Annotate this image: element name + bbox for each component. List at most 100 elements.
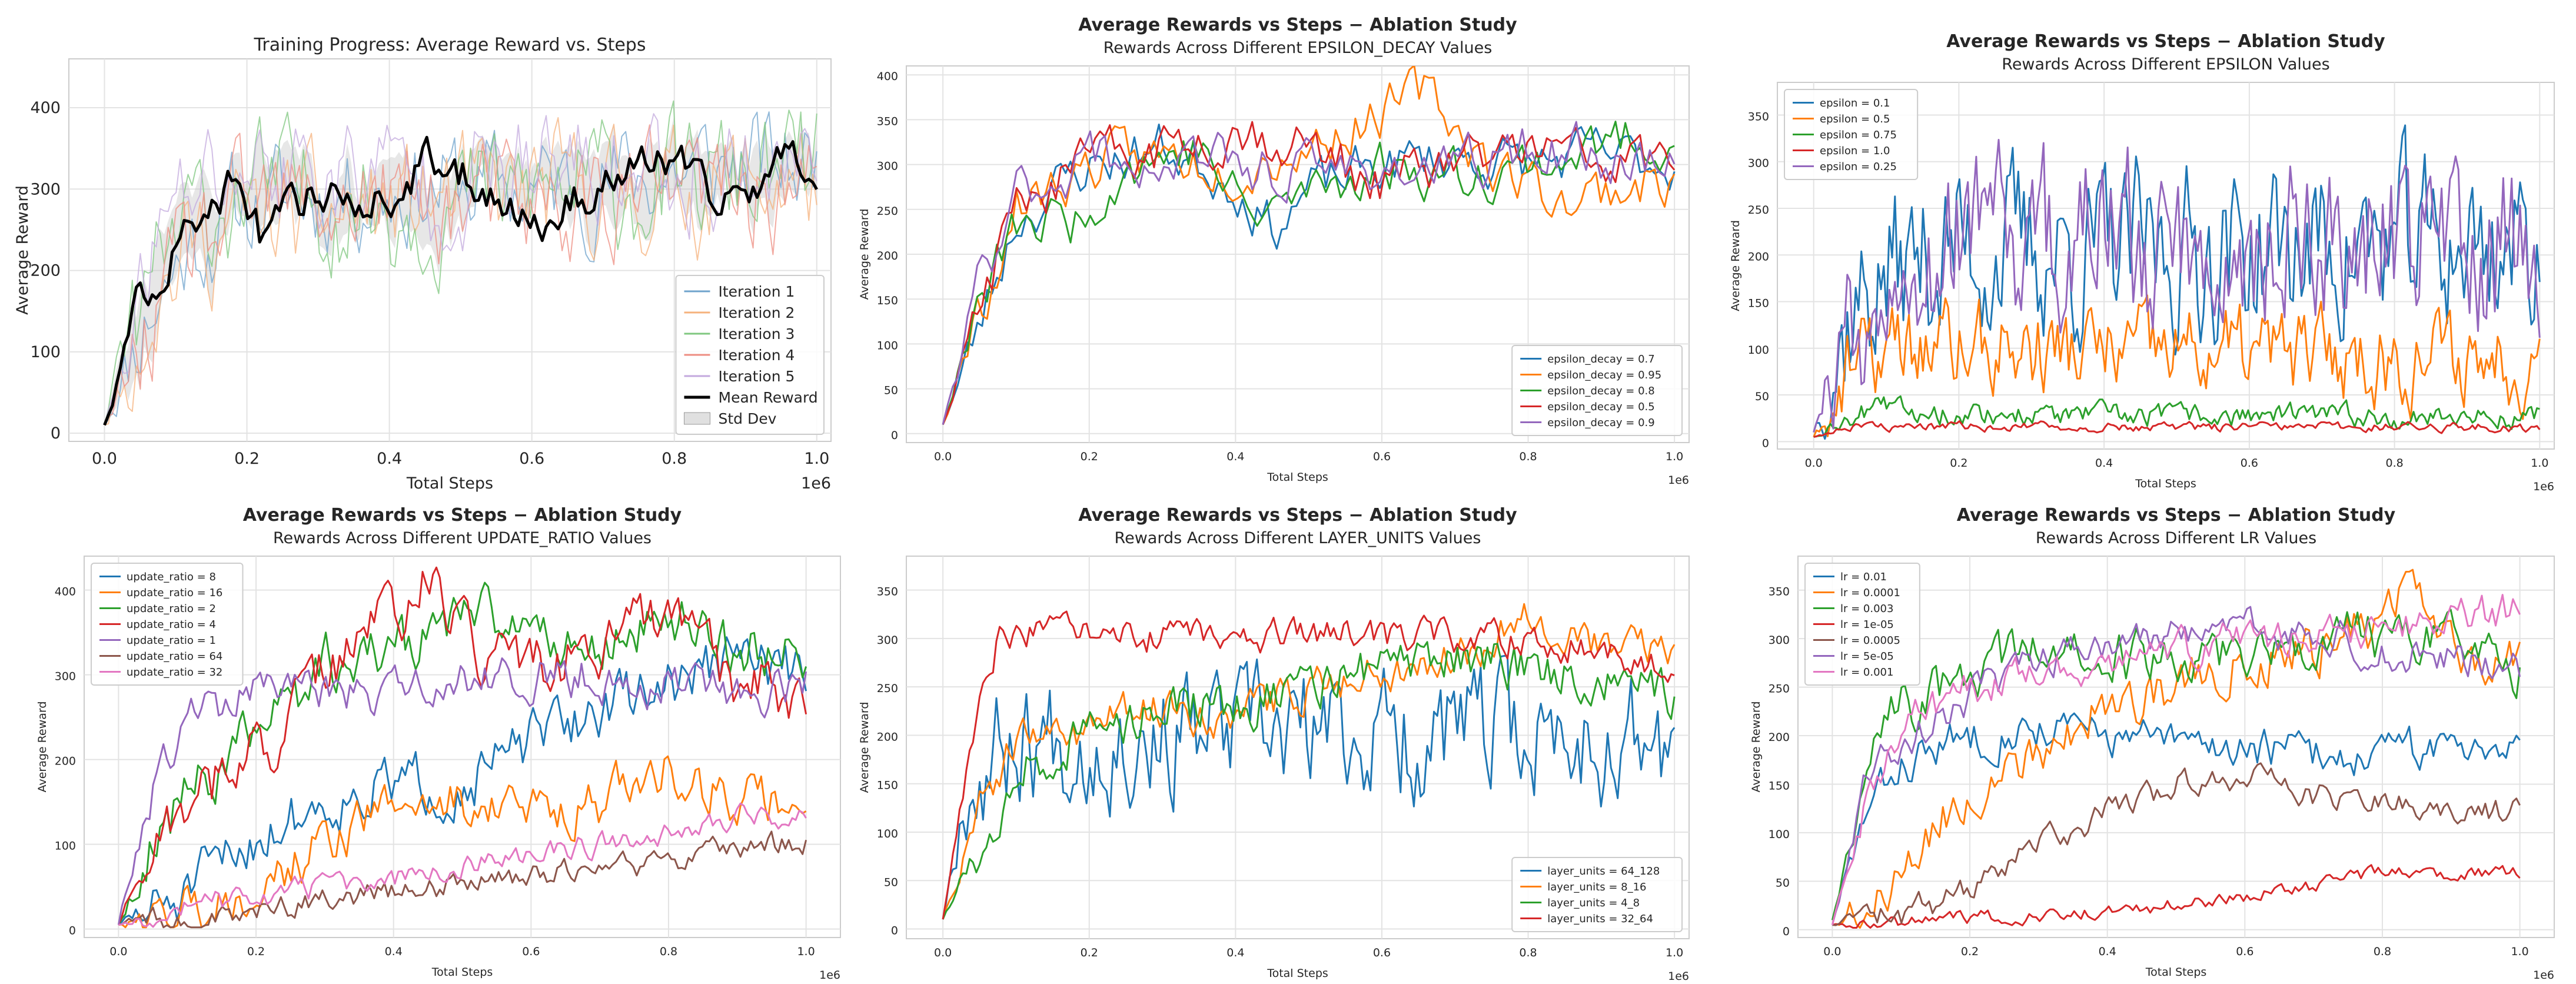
legend-box (1784, 89, 1919, 180)
y-tick-label: 0 (1783, 925, 1790, 938)
y-tick-label: 0 (69, 925, 76, 938)
x-tick-label: 0.2 (1950, 457, 1967, 470)
series-line-epsilon-0-25 (1813, 139, 2541, 433)
series-line-update-ratio-32 (118, 802, 807, 928)
y-tick-label: 250 (1769, 683, 1790, 696)
legend-entry: Iteration 5 (684, 368, 795, 385)
legend-label: update_ratio = 2 (127, 603, 216, 615)
legend-entry: update_ratio = 4 (99, 619, 216, 631)
chart-title: Average Rewards vs Steps − Ablation Stud… (243, 505, 682, 526)
legend-label: epsilon = 0.1 (1820, 97, 1890, 109)
series-line-iteration-3 (104, 100, 817, 425)
legend-swatch (684, 412, 710, 425)
legend-entry: lr = 5e-05 (1813, 650, 1894, 663)
series-line-lr-5e-05 (1831, 606, 2521, 925)
y-tick-label: 300 (1748, 157, 1769, 170)
chart-panel-6: 0 50 100 150 200 250 300 350 0.0 0.2 0.4 0.6 0.8 1.0 T… (1750, 505, 2555, 982)
series-line-update-ratio-64 (118, 830, 807, 929)
legend-label: update_ratio = 64 (127, 650, 222, 663)
series-group (117, 566, 807, 929)
x-tick-label: 0.6 (1373, 946, 1391, 959)
legend-label: epsilon_decay = 0.8 (1547, 385, 1655, 397)
x-tick-label: 0.8 (1519, 946, 1537, 959)
series-line-epsilon-decay-0-9 (942, 121, 1676, 425)
x-tick-label: 0.4 (1226, 450, 1244, 463)
legend: layer_units = 64_128 layer_units = 8_16la… (1511, 857, 1683, 932)
y-tick-label: 200 (1769, 731, 1790, 744)
legend-label: Iteration 4 (719, 347, 795, 364)
y-tick-label: 200 (877, 730, 898, 743)
legend-label: update_ratio = 32 (127, 666, 222, 679)
series-line-epsilon-1-0 (1813, 420, 2541, 438)
x-offset-label: 1e6 (2533, 480, 2554, 493)
x-tick-label: 0.0 (92, 450, 117, 468)
x-tick-label: 0.4 (377, 450, 402, 468)
legend-label: lr = 5e-05 (1840, 650, 1894, 663)
y-tick-label: 200 (30, 262, 61, 280)
legend-entry: layer_units = 8_16 (1520, 881, 1646, 893)
series-line-layer-units-64-128 (942, 654, 1676, 920)
y-tick-label: 0 (891, 925, 898, 938)
chart-panel-3: 0 50 100 150 200 250 300 350 0.0 0.2 0.4 0.6 0.8 1.0 T… (1729, 31, 2555, 493)
chart-title: Average Rewards vs Steps − Ablation Stud… (1957, 505, 2396, 526)
y-axis-label: Average Reward (36, 702, 49, 793)
y-tick-label: 300 (30, 180, 61, 198)
y-tick-label: 300 (55, 670, 76, 683)
x-axis-label: Total Steps (2145, 966, 2207, 979)
legend-entry: Std Dev (684, 410, 777, 427)
x-tick-label: 1.0 (1666, 450, 1683, 463)
chart-title: Average Rewards vs Steps − Ablation Stud… (1946, 31, 2385, 52)
x-tick-label: 0.6 (519, 450, 544, 468)
x-tick-label: 0.4 (1226, 946, 1244, 959)
legend-entry: Iteration 1 (684, 283, 795, 300)
y-tick-label: 100 (877, 339, 898, 352)
x-tick-label: 0.6 (1373, 450, 1391, 463)
legend-entry: layer_units = 4_8 (1520, 897, 1640, 909)
y-tick-label: 250 (1748, 204, 1769, 217)
y-tick-label: 200 (1748, 250, 1769, 263)
series-line-iteration-5 (104, 113, 817, 425)
legend-entry: lr = 0.001 (1813, 666, 1893, 679)
legend-label: layer_units = 8_16 (1547, 881, 1646, 893)
legend-entry: Mean Reward (684, 389, 818, 406)
legend-label: lr = 0.003 (1840, 603, 1893, 615)
legend: epsilon_decay = 0.7 epsilon_decay = 0.95 e… (1511, 345, 1683, 436)
x-offset-label: 1e6 (1668, 474, 1689, 487)
y-tick-label: 250 (877, 205, 898, 218)
legend-label: epsilon_decay = 0.5 (1547, 401, 1655, 413)
y-tick-label: 350 (1769, 586, 1790, 599)
chart-panel-4: 0 100 200 300 400 0.0 0.2 0.4 0.6 0.8 1.0 Total Ste… (36, 505, 841, 982)
chart-title: Average Rewards vs Steps − Ablation Stud… (1078, 505, 1517, 526)
y-tick-label: 0 (891, 429, 898, 442)
x-tick-label: 0.2 (1081, 946, 1098, 959)
legend: epsilon = 0.1 epsilon = 0.5 epsilon = 0.75… (1784, 89, 1919, 180)
legend: lr = 0.01 lr = 0.0001 lr = 0.003 lr = 1e-05… (1804, 563, 1920, 686)
legend-entry: lr = 1e-05 (1813, 619, 1894, 631)
legend-entry: Iteration 2 (684, 304, 795, 321)
y-tick-label: 100 (30, 343, 61, 361)
x-tick-label: 0.6 (522, 945, 540, 958)
y-axis-label: Average Reward (858, 702, 871, 793)
chart-panel-5: 0 50 100 150 200 250 300 350 0.0 0.2 0.4 0.6 0.8 1.0 T… (858, 505, 1690, 983)
series-line-layer-units-32-64 (942, 610, 1675, 920)
series-group (1831, 569, 2521, 929)
x-offset-label: 1e6 (2533, 969, 2554, 982)
legend-entry: Iteration 3 (684, 325, 795, 343)
legend-entry: epsilon_decay = 0.8 (1520, 385, 1655, 397)
x-tick-label: 0.2 (1961, 945, 1979, 958)
legend-entry: epsilon_decay = 0.7 (1520, 353, 1655, 365)
x-tick-label: 0.2 (1081, 450, 1098, 463)
legend-entry: update_ratio = 8 (99, 571, 216, 583)
x-tick-label: 1.0 (2531, 457, 2548, 470)
x-tick-label: 0.0 (109, 945, 127, 958)
legend-entry: lr = 0.0001 (1813, 587, 1900, 599)
legend-label: epsilon_decay = 0.9 (1547, 417, 1655, 429)
legend-entry: update_ratio = 1 (99, 634, 216, 647)
legend-entry: lr = 0.0005 (1813, 634, 1900, 647)
y-tick-label: 0 (51, 424, 61, 443)
legend-label: update_ratio = 16 (127, 587, 222, 599)
legend-entry: epsilon_decay = 0.95 (1520, 369, 1661, 381)
x-tick-label: 1.0 (804, 450, 829, 468)
legend-label: epsilon = 1.0 (1820, 145, 1890, 157)
y-tick-label: 50 (1755, 390, 1769, 403)
